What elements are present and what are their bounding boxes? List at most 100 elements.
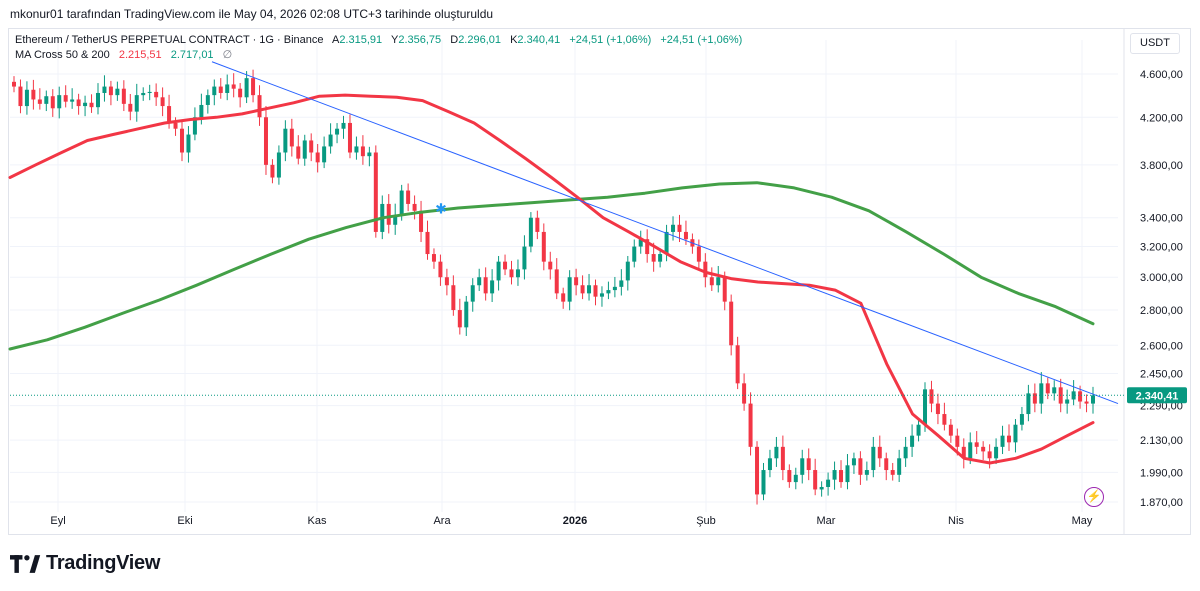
candle-body [632, 246, 637, 262]
candle-body [839, 470, 844, 483]
candle-body [141, 92, 146, 96]
candle-body [612, 286, 617, 291]
candle-body [910, 435, 915, 447]
candle-body [716, 277, 721, 286]
x-tick-label: Eki [177, 515, 192, 527]
candle-body [793, 474, 798, 483]
candle-body [24, 89, 29, 107]
candle-body [515, 269, 520, 278]
x-tick-label: May [1072, 515, 1093, 527]
y-tick-label: 1.870,00 [1140, 497, 1183, 509]
ma-indicator-name[interactable]: MA Cross 50 & 200 [15, 49, 110, 61]
last-price-label: 2.340,41 [1136, 390, 1179, 402]
symbol-name[interactable]: Ethereum / TetherUS PERPETUAL CONTRACT ·… [15, 34, 324, 46]
hidden-eye-icon[interactable]: ∅ [222, 49, 233, 61]
candle-body [205, 95, 210, 105]
x-tick-label: Nis [948, 515, 964, 527]
candle-body [580, 285, 585, 294]
candle-body [225, 84, 230, 93]
candle-body [134, 95, 139, 112]
candle-body [12, 81, 16, 87]
candle-body [309, 140, 314, 153]
y-tick-label: 2.130,00 [1140, 435, 1183, 447]
candle-body [658, 254, 663, 262]
candle-body [528, 217, 533, 247]
candle-body [696, 246, 701, 262]
candle-body [283, 128, 288, 153]
candle-body [535, 217, 540, 232]
candle-body [638, 239, 643, 247]
candle-body [599, 293, 604, 297]
y-tick-label: 2.290,00 [1140, 401, 1183, 413]
candle-body [1084, 401, 1089, 404]
candle-body [360, 146, 365, 157]
y-tick-label: 2.800,00 [1140, 305, 1183, 317]
candle-body [302, 140, 307, 159]
candle-body [877, 446, 882, 459]
candle-body [263, 117, 268, 165]
candle-body [651, 254, 656, 262]
candle-body [851, 458, 856, 466]
candle-body [167, 106, 172, 123]
candle-body [522, 246, 527, 270]
candle-body [179, 128, 184, 153]
candle-body [819, 486, 824, 490]
ma200-line [8, 181, 1095, 351]
candle-body [83, 102, 88, 107]
candle-body [1013, 424, 1018, 443]
candle-body [1039, 383, 1044, 404]
candle-body [761, 470, 766, 495]
candle-body [238, 88, 243, 98]
candle-body [108, 86, 113, 96]
tradingview-logo[interactable]: TradingView [10, 552, 160, 575]
candle-body [683, 231, 688, 240]
candle-body [729, 301, 734, 346]
candle-body [276, 152, 281, 178]
candle-body [419, 210, 424, 232]
y-tick-label: 3.800,00 [1140, 160, 1183, 172]
x-tick-label: 2026 [563, 515, 587, 527]
y-tick-label: 2.600,00 [1140, 340, 1183, 352]
candle-body [477, 277, 482, 286]
candle-body [923, 389, 928, 425]
candle-body [212, 86, 217, 96]
candle-body [884, 458, 889, 471]
candle-body [496, 261, 501, 281]
candle-body [76, 99, 81, 107]
candle-body [63, 95, 68, 102]
candle-body [858, 458, 863, 475]
candle-body [955, 435, 960, 447]
currency-selector[interactable]: USDT [1130, 33, 1180, 54]
candle-body [709, 277, 714, 286]
candle-body [987, 451, 992, 459]
candle-body [257, 95, 262, 118]
cross-marker-icon: ✱ [435, 202, 447, 218]
candle-body [18, 86, 23, 107]
candle-body [218, 86, 223, 93]
chart-caption: mkonur01 tarafından TradingView.com ile … [10, 7, 494, 21]
candle-body [548, 261, 553, 270]
candle-body [942, 414, 947, 425]
candle-body [1000, 435, 1005, 447]
candle-body [251, 78, 256, 96]
candle-body [767, 458, 772, 471]
ohlc-low: D2.296,01 [450, 34, 502, 46]
candle-body [1052, 387, 1057, 394]
flash-icon[interactable]: ⚡ [1084, 487, 1104, 507]
candle-body [173, 122, 178, 129]
trend-line [211, 61, 1119, 405]
candle-body [373, 152, 378, 232]
candle-body [587, 285, 592, 294]
candle-body [1045, 383, 1050, 394]
candle-body [490, 280, 495, 294]
candle-body [386, 203, 391, 225]
candle-body [1032, 393, 1037, 404]
y-tick-label: 2.450,00 [1140, 369, 1183, 381]
candle-body [509, 269, 514, 278]
candle-body [935, 403, 940, 415]
candle-body [735, 345, 740, 384]
candle-body [160, 97, 165, 107]
candle-body [393, 214, 398, 225]
last-price-badge [1127, 387, 1187, 404]
